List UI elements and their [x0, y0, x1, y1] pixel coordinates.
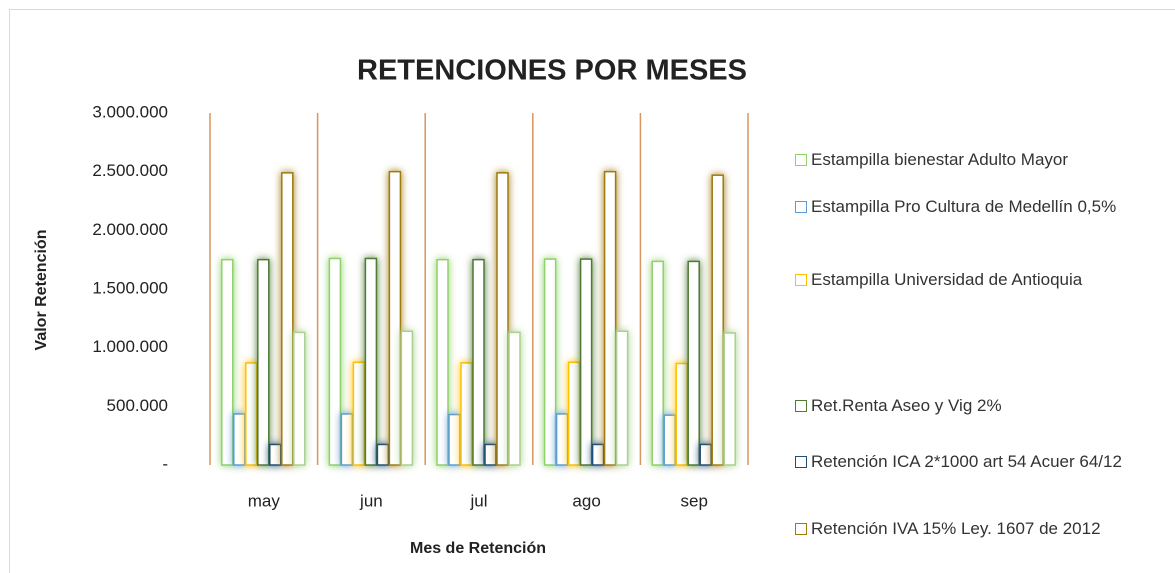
y-tick-label: -: [162, 454, 168, 473]
legend-label: Ret.Renta Aseo y Vig 2%: [811, 396, 1002, 415]
bar: [376, 443, 390, 466]
legend-entry: Estampilla Pro Cultura de Medellín 0,5%: [795, 193, 1175, 221]
legend-swatch: [795, 523, 807, 535]
bar: [508, 331, 521, 466]
bar: [675, 362, 688, 466]
legend-entry: Retención IVA 15% Ley. 1607 de 2012: [795, 515, 1175, 543]
bar: [651, 260, 664, 466]
bar: [472, 258, 485, 466]
bar: [388, 170, 402, 466]
bar: [711, 174, 724, 466]
bar: [221, 258, 234, 466]
legend-label: Retención IVA 15% Ley. 1607 de 2012: [811, 519, 1101, 538]
chart-border: [9, 9, 1175, 573]
legend-swatch: [795, 154, 807, 166]
y-tick-label: 2.500.000: [92, 161, 168, 180]
bar: [281, 172, 294, 466]
legend-entry: Retención ICA 2*1000 art 54 Acuer 64/12: [795, 448, 1175, 476]
x-tick-label: jul: [469, 491, 487, 510]
y-tick-label: 500.000: [107, 396, 168, 415]
bar: [543, 258, 557, 466]
legend-label: Estampilla Universidad de Antioquia: [811, 270, 1083, 289]
legend-swatch: [795, 456, 807, 468]
legend-swatch: [795, 274, 807, 286]
legend-label: Estampilla bienestar Adulto Mayor: [811, 150, 1069, 169]
bar: [687, 260, 700, 466]
x-tick-label: may: [248, 491, 281, 510]
legend-label: Retención ICA 2*1000 art 54 Acuer 64/12: [811, 452, 1122, 471]
bar: [328, 257, 342, 466]
y-axis-title: Valor Retención: [33, 230, 50, 351]
y-tick-label: 1.000.000: [92, 337, 168, 356]
bar: [484, 443, 497, 466]
legend-entry: Ret.Renta Aseo y Vig 2%: [795, 392, 1175, 420]
legend-entry: Estampilla Universidad de Antioquia: [795, 266, 1175, 294]
bar: [579, 258, 593, 466]
x-tick-label: sep: [680, 491, 707, 510]
bar: [352, 361, 366, 466]
chart-title: RETENCIONES POR MESES: [357, 55, 747, 87]
x-tick-label: jun: [359, 491, 383, 510]
bar: [245, 362, 258, 466]
bar: [340, 413, 354, 466]
bar: [603, 170, 617, 466]
bar: [699, 443, 712, 466]
bar: [400, 330, 414, 466]
bar: [269, 443, 282, 466]
bar: [448, 413, 461, 466]
legend-swatch: [795, 400, 807, 412]
bar: [663, 414, 676, 466]
y-tick-label: 3.000.000: [92, 102, 168, 121]
legend-entry: Estampilla bienestar Adulto Mayor: [795, 146, 1175, 174]
bar: [555, 413, 569, 466]
bar: [496, 172, 509, 466]
legend-label: Estampilla Pro Cultura de Medellín 0,5%: [811, 197, 1117, 216]
x-axis-title: Mes de Retención: [410, 540, 546, 557]
bar: [364, 257, 378, 466]
bar: [591, 443, 605, 466]
x-tick-label: ago: [572, 491, 600, 510]
bar: [293, 331, 306, 466]
bar: [723, 332, 736, 466]
y-tick-label: 1.500.000: [92, 278, 168, 297]
bar: [460, 362, 473, 466]
bar: [436, 258, 449, 466]
bar: [233, 413, 246, 466]
legend-swatch: [795, 201, 807, 213]
y-tick-label: 2.000.000: [92, 220, 168, 239]
bar: [615, 330, 629, 466]
bar: [257, 258, 270, 466]
bar: [567, 361, 581, 466]
